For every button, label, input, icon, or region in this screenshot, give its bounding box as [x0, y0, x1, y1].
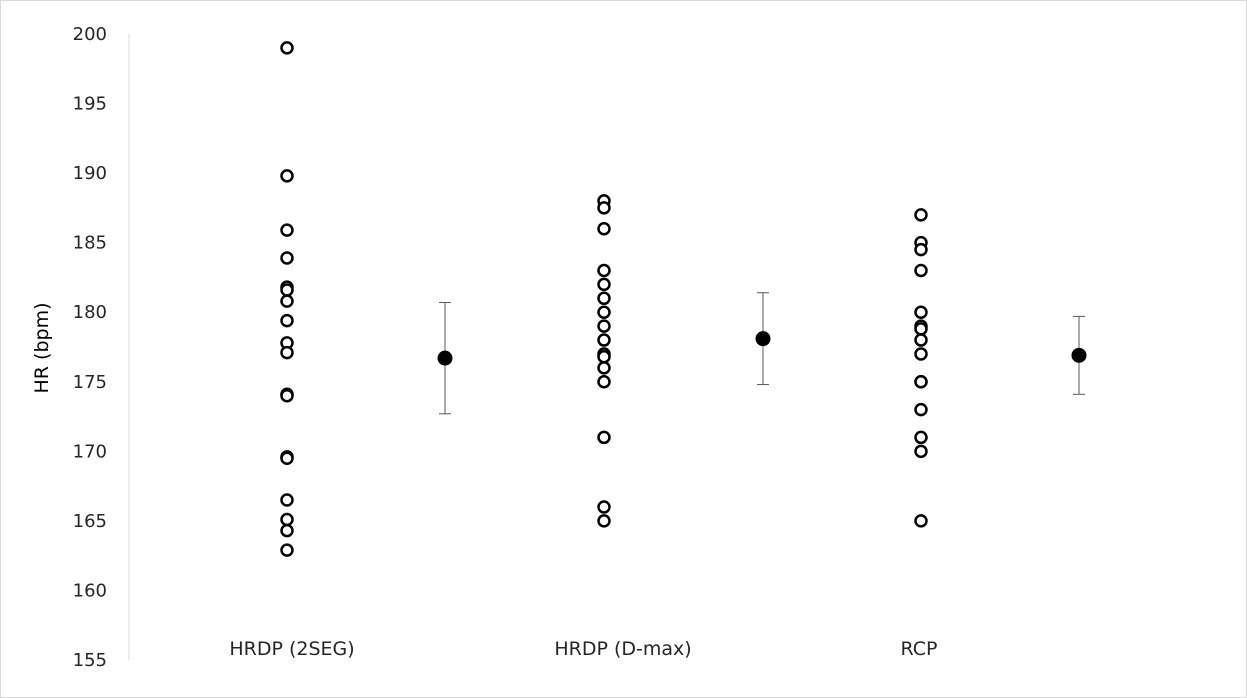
y-axis: 155 160 165 170 175 180 185 190 195 200	[73, 24, 130, 671]
data-point	[597, 291, 611, 306]
category-label: HRDP (2SEG)	[229, 638, 354, 660]
y-tick-label: 155	[73, 650, 107, 671]
data-point	[280, 223, 294, 237]
y-tick-label: 200	[73, 24, 107, 45]
data-point	[914, 208, 928, 222]
data-point	[280, 451, 294, 466]
y-tick-label: 180	[73, 302, 107, 323]
category-labels: HRDP (2SEG) HRDP (D-max) RCP	[229, 638, 937, 660]
data-point	[597, 361, 611, 375]
data-point	[280, 493, 294, 507]
data-point	[914, 444, 928, 459]
data-point	[597, 430, 611, 445]
data-point	[280, 313, 294, 328]
data-point	[914, 263, 928, 278]
data-point	[280, 283, 294, 297]
mean-marker	[437, 350, 453, 366]
data-point	[597, 319, 611, 333]
data-point	[914, 430, 928, 445]
data-point	[597, 222, 611, 236]
data-point	[597, 305, 611, 319]
data-point	[597, 201, 611, 215]
data-point	[914, 305, 928, 319]
data-point	[914, 242, 928, 257]
data-point	[597, 500, 611, 514]
y-tick-label: 160	[73, 580, 107, 601]
y-tick-label: 170	[73, 441, 107, 462]
data-point	[914, 347, 928, 361]
category-label: HRDP (D-max)	[554, 638, 691, 660]
data-point	[597, 514, 611, 528]
data-point	[280, 251, 294, 265]
data-point	[280, 345, 294, 360]
mean-markers	[437, 292, 1087, 415]
data-point	[280, 41, 294, 55]
data-point	[280, 169, 294, 183]
data-point	[914, 514, 928, 528]
individual-points	[280, 41, 928, 557]
data-point	[280, 523, 294, 538]
data-point	[597, 333, 611, 347]
mean-marker	[1071, 347, 1087, 363]
data-point	[597, 277, 611, 292]
y-tick-label: 195	[73, 94, 107, 115]
y-axis-title: HR (bpm)	[31, 303, 53, 394]
data-point	[280, 543, 294, 557]
data-point	[914, 333, 928, 347]
category-label: RCP	[901, 638, 938, 660]
data-point	[914, 402, 928, 417]
data-point	[280, 512, 294, 527]
y-tick-label: 165	[73, 511, 107, 532]
data-point	[597, 375, 611, 389]
data-point	[597, 349, 611, 364]
y-tick-label: 185	[73, 233, 107, 254]
data-point	[280, 388, 294, 403]
y-tick-label: 190	[73, 163, 107, 184]
data-point	[280, 294, 294, 308]
mean-marker	[755, 331, 771, 347]
data-point	[914, 375, 928, 389]
data-point	[914, 322, 928, 336]
data-point	[597, 263, 611, 278]
y-tick-label: 175	[73, 372, 107, 393]
